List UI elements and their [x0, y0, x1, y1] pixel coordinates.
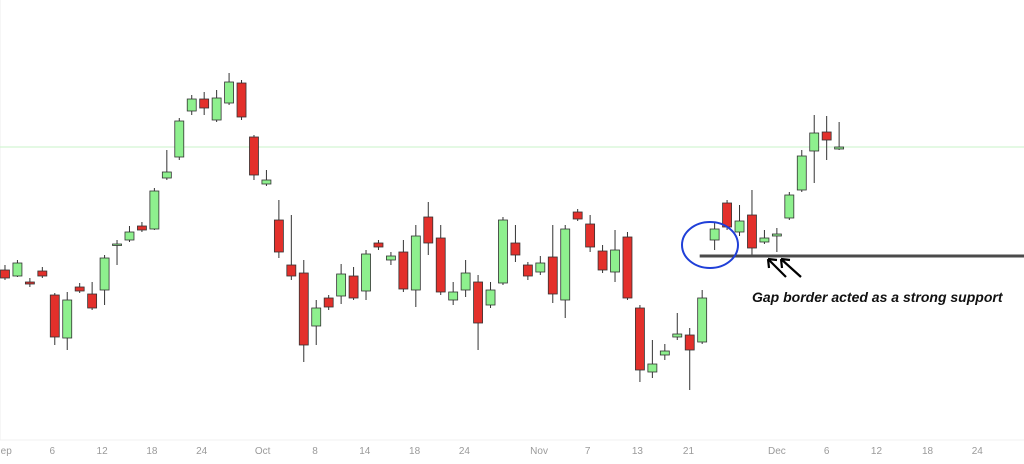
candle-body: [597, 250, 608, 271]
candle-body: [311, 307, 322, 327]
candle-body: [298, 272, 309, 346]
candle-body: [734, 220, 745, 233]
candle-body: [0, 269, 10, 279]
candle-body: [460, 272, 471, 291]
candle-body: [572, 211, 583, 220]
candle-body: [398, 251, 409, 290]
x-tick-label: 24: [459, 446, 471, 457]
candle-body: [709, 228, 720, 241]
candle-body: [137, 225, 147, 231]
candle-body: [834, 146, 845, 150]
candle-body: [211, 97, 222, 121]
candle-body: [199, 98, 210, 109]
x-tick-label: Dec: [768, 446, 786, 457]
candle-body: [236, 82, 247, 118]
x-tick-label: 6: [824, 446, 830, 457]
candle-body: [149, 190, 160, 230]
x-tick-label: 14: [359, 446, 371, 457]
candle-body: [510, 242, 521, 256]
candle-body: [186, 98, 197, 112]
candle-body: [249, 136, 259, 176]
candle-body: [659, 350, 670, 356]
x-tick-label: Oct: [255, 446, 271, 457]
candle-body: [473, 281, 483, 324]
candle-body: [610, 249, 620, 273]
annotation: Gap border acted as a strong support: [752, 289, 1004, 305]
candle-body: [585, 223, 596, 248]
candle-body: [12, 262, 23, 277]
candle-body: [361, 253, 371, 292]
arrows: [766, 257, 802, 278]
candle-body: [547, 256, 558, 295]
candle-body: [697, 297, 708, 343]
candle-body: [124, 231, 135, 241]
x-tick-label: 24: [972, 446, 984, 457]
candle-body: [286, 264, 297, 277]
plot: ep 6 12 18 24 Oct 8 14 18 24 Nov 7 13 21 Dec 6 12 18 24: [0, 73, 1024, 457]
candle-body: [560, 228, 571, 301]
candle-body: [672, 333, 683, 338]
candle-body: [74, 286, 85, 292]
candle-body: [161, 171, 172, 179]
x-tick-label: 7: [585, 446, 591, 457]
x-tick-label: 6: [50, 446, 56, 457]
x-tick-label: 24: [196, 446, 208, 457]
candle-body: [498, 219, 508, 284]
candle-body: [323, 297, 334, 308]
x-tick-label: 18: [409, 446, 421, 457]
x-tick-label: 12: [871, 446, 883, 457]
candle-body: [273, 219, 284, 253]
x-tick-label: Nov: [530, 446, 548, 457]
candle-body: [112, 243, 122, 246]
candle-body: [435, 237, 446, 293]
candle-body: [174, 120, 185, 158]
candle-body: [771, 233, 782, 237]
candle-body: [684, 334, 695, 351]
candle-body: [647, 363, 658, 373]
candle-body: [485, 289, 496, 306]
candle-body: [809, 132, 820, 152]
x-tick-label: 21: [683, 446, 695, 457]
candle-body: [635, 307, 645, 371]
arrow: [766, 257, 787, 278]
candle-body: [348, 275, 359, 299]
candle-body: [224, 81, 234, 104]
highlight-circle: [681, 221, 739, 269]
candle-body: [261, 179, 272, 185]
arrow: [779, 257, 802, 278]
candle-body: [747, 214, 757, 249]
candle-body: [448, 291, 459, 301]
x-tick-label: 13: [632, 446, 644, 457]
candle-body: [622, 236, 633, 299]
candle-body: [386, 255, 396, 261]
candle-body: [535, 262, 546, 273]
candle-body: [336, 273, 347, 297]
candle-body: [99, 257, 110, 291]
candle-body: [24, 281, 35, 285]
candle-body: [784, 194, 795, 219]
x-tick-label: 12: [97, 446, 109, 457]
candle-body: [410, 235, 421, 291]
candle-body: [49, 294, 60, 338]
candle-body: [423, 216, 434, 244]
x-tick-label: 8: [312, 446, 318, 457]
candle-body: [37, 270, 48, 277]
x-tick-label: 18: [922, 446, 934, 457]
x-tick-label: 18: [146, 446, 158, 457]
candle-body: [722, 202, 732, 228]
candle-body: [373, 242, 384, 248]
candle-body: [759, 237, 770, 243]
candle-body: [796, 155, 807, 191]
candle-body: [821, 131, 832, 141]
candle-body: [62, 299, 73, 339]
candle-body: [522, 264, 533, 277]
x-tick-label: ep: [1, 446, 13, 457]
candle-body: [87, 293, 98, 309]
